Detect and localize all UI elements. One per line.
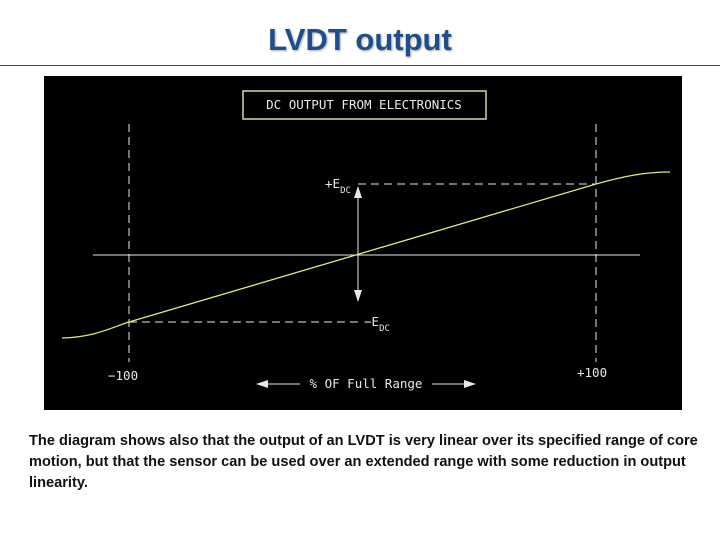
diagram-background (44, 76, 682, 410)
range-label: % OF Full Range (310, 376, 423, 391)
arrowhead (464, 380, 476, 388)
arrowhead (354, 290, 362, 302)
caption: The diagram shows also that the output o… (29, 433, 698, 491)
title-rule (0, 65, 720, 66)
output-curve (61, 171, 671, 339)
neg-label-sub: DC (379, 324, 390, 334)
arrowhead (256, 380, 268, 388)
slide-title: LVDT output (268, 22, 452, 57)
pos-label-main: +E (325, 176, 340, 191)
neg-label: −EDC (364, 314, 390, 334)
arrowhead (354, 186, 362, 198)
pos-label: +EDC (325, 176, 351, 196)
neg-label-main: −E (364, 314, 379, 329)
left-limit: −100 (108, 368, 138, 383)
diagram-title: DC OUTPUT FROM ELECTRONICS (266, 97, 462, 112)
right-limit: +100 (577, 365, 607, 380)
pos-label-sub: DC (340, 186, 351, 196)
diagram-title-box (242, 90, 487, 120)
